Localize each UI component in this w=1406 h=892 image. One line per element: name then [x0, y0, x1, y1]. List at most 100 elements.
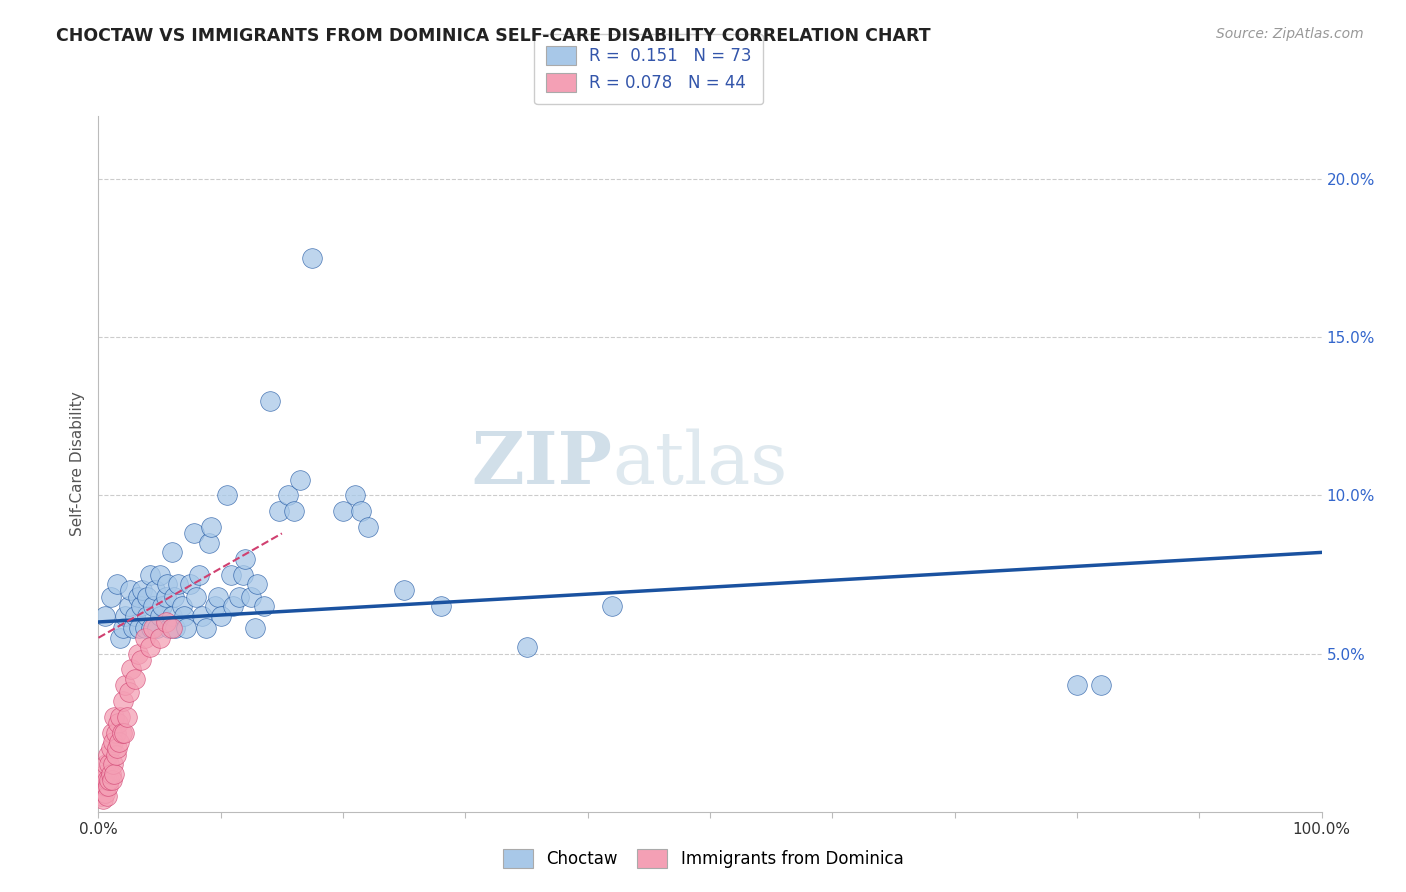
Point [207, 590, 229, 604]
Point [114, 608, 136, 623]
Point [100, 590, 122, 604]
Point [120, 583, 142, 598]
Point [136, 590, 159, 604]
Point [233, 551, 256, 566]
Point [283, 504, 305, 518]
Point [142, 621, 165, 635]
Point [139, 621, 162, 635]
Point [176, 621, 198, 635]
Point [91, 792, 114, 806]
Legend: R =  0.151   N = 73, R = 0.078   N = 44: R = 0.151 N = 73, R = 0.078 N = 44 [534, 34, 763, 104]
Point [1090, 678, 1112, 692]
Point [101, 725, 124, 739]
Point [127, 647, 149, 661]
Point [115, 710, 138, 724]
Point [146, 621, 169, 635]
Point [165, 621, 187, 635]
Y-axis label: Self-Care Disability: Self-Care Disability [70, 392, 86, 536]
Point [112, 725, 135, 739]
Point [149, 567, 172, 582]
Point [160, 621, 183, 635]
Point [392, 583, 416, 598]
Point [101, 773, 124, 788]
Point [94, 757, 117, 772]
Point [129, 599, 152, 614]
Point [127, 590, 149, 604]
Point [195, 621, 218, 635]
Point [150, 599, 173, 614]
Point [191, 608, 214, 623]
Point [105, 577, 128, 591]
Point [243, 621, 266, 635]
Point [108, 735, 131, 749]
Point [155, 615, 177, 629]
Point [98, 773, 121, 788]
Point [142, 599, 165, 614]
Point [222, 599, 245, 614]
Point [1066, 678, 1088, 692]
Point [204, 599, 226, 614]
Point [98, 757, 121, 772]
Point [200, 520, 222, 534]
Point [252, 599, 274, 614]
Point [143, 583, 166, 598]
Point [91, 780, 114, 794]
Point [170, 599, 193, 614]
Point [187, 567, 209, 582]
Point [157, 621, 180, 635]
Point [97, 780, 120, 794]
Text: ZIP: ZIP [471, 428, 612, 500]
Point [131, 583, 153, 598]
Point [111, 725, 134, 739]
Point [430, 599, 453, 614]
Point [93, 608, 115, 623]
Point [105, 741, 128, 756]
Point [129, 653, 152, 667]
Point [91, 773, 114, 788]
Point [136, 608, 159, 623]
Text: CHOCTAW VS IMMIGRANTS FROM DOMINICA SELF-CARE DISABILITY CORRELATION CHART: CHOCTAW VS IMMIGRANTS FROM DOMINICA SELF… [56, 27, 931, 45]
Point [219, 567, 242, 582]
Point [515, 640, 537, 655]
Text: Source: ZipAtlas.com: Source: ZipAtlas.com [1216, 27, 1364, 41]
Point [344, 488, 367, 502]
Point [259, 393, 281, 408]
Point [197, 536, 219, 550]
Point [107, 716, 129, 731]
Point [110, 631, 132, 645]
Point [246, 577, 269, 591]
Text: atlas: atlas [612, 428, 787, 500]
Point [118, 684, 141, 698]
Point [160, 545, 183, 559]
Point [209, 608, 232, 623]
Point [149, 608, 172, 623]
Point [104, 725, 127, 739]
Point [163, 590, 186, 604]
Point [173, 608, 195, 623]
Point [114, 678, 136, 692]
Point [228, 590, 250, 604]
Point [269, 504, 291, 518]
Point [149, 631, 172, 645]
Point [124, 608, 146, 623]
Point [121, 621, 143, 635]
Point [101, 735, 124, 749]
Point [103, 710, 125, 724]
Point [134, 631, 156, 645]
Point [332, 504, 354, 518]
Point [240, 590, 263, 604]
Point [101, 757, 124, 772]
Point [90, 789, 112, 803]
Point [134, 621, 156, 635]
Point [183, 526, 205, 541]
Point [97, 747, 120, 762]
Point [277, 488, 299, 502]
Point [167, 577, 190, 591]
Point [118, 599, 141, 614]
Point [103, 766, 125, 780]
Point [100, 741, 122, 756]
Point [350, 504, 373, 518]
Point [111, 694, 134, 708]
Point [128, 621, 150, 635]
Point [139, 640, 162, 655]
